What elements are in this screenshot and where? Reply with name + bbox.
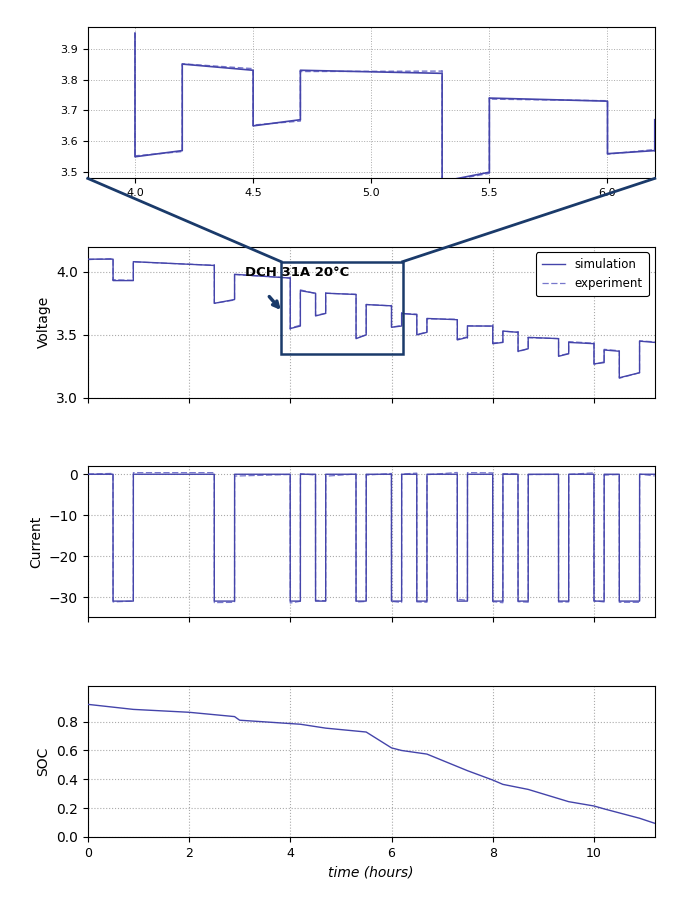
experiment: [590, 359, 598, 370]
simulation: [463, 332, 471, 343]
Bar: [281, 262, 402, 354]
simulation: [463, 332, 471, 343]
X-axis label: time (hours): time (hours): [329, 865, 414, 879]
simulation: [651, 337, 659, 347]
experiment: [109, 274, 117, 285]
experiment: [463, 332, 471, 343]
simulation: [499, 326, 507, 337]
simulation: [590, 358, 598, 369]
simulation: [109, 275, 117, 286]
simulation: [84, 254, 92, 265]
simulation: [616, 373, 624, 383]
Line: experiment: experiment: [88, 258, 655, 378]
Y-axis label: Voltage: Voltage: [36, 296, 51, 348]
experiment: [109, 253, 117, 264]
experiment: [84, 255, 92, 266]
experiment: [514, 327, 522, 338]
experiment: [616, 373, 624, 383]
Y-axis label: SOC: SOC: [36, 747, 51, 776]
Y-axis label: Current: Current: [29, 516, 43, 568]
Legend: simulation, experiment: simulation, experiment: [536, 252, 649, 296]
Line: simulation: simulation: [88, 259, 655, 378]
Text: DCH 31A 20°C: DCH 31A 20°C: [244, 266, 349, 279]
experiment: [463, 320, 471, 331]
experiment: [651, 337, 659, 347]
simulation: [489, 338, 497, 349]
experiment: [499, 337, 507, 347]
